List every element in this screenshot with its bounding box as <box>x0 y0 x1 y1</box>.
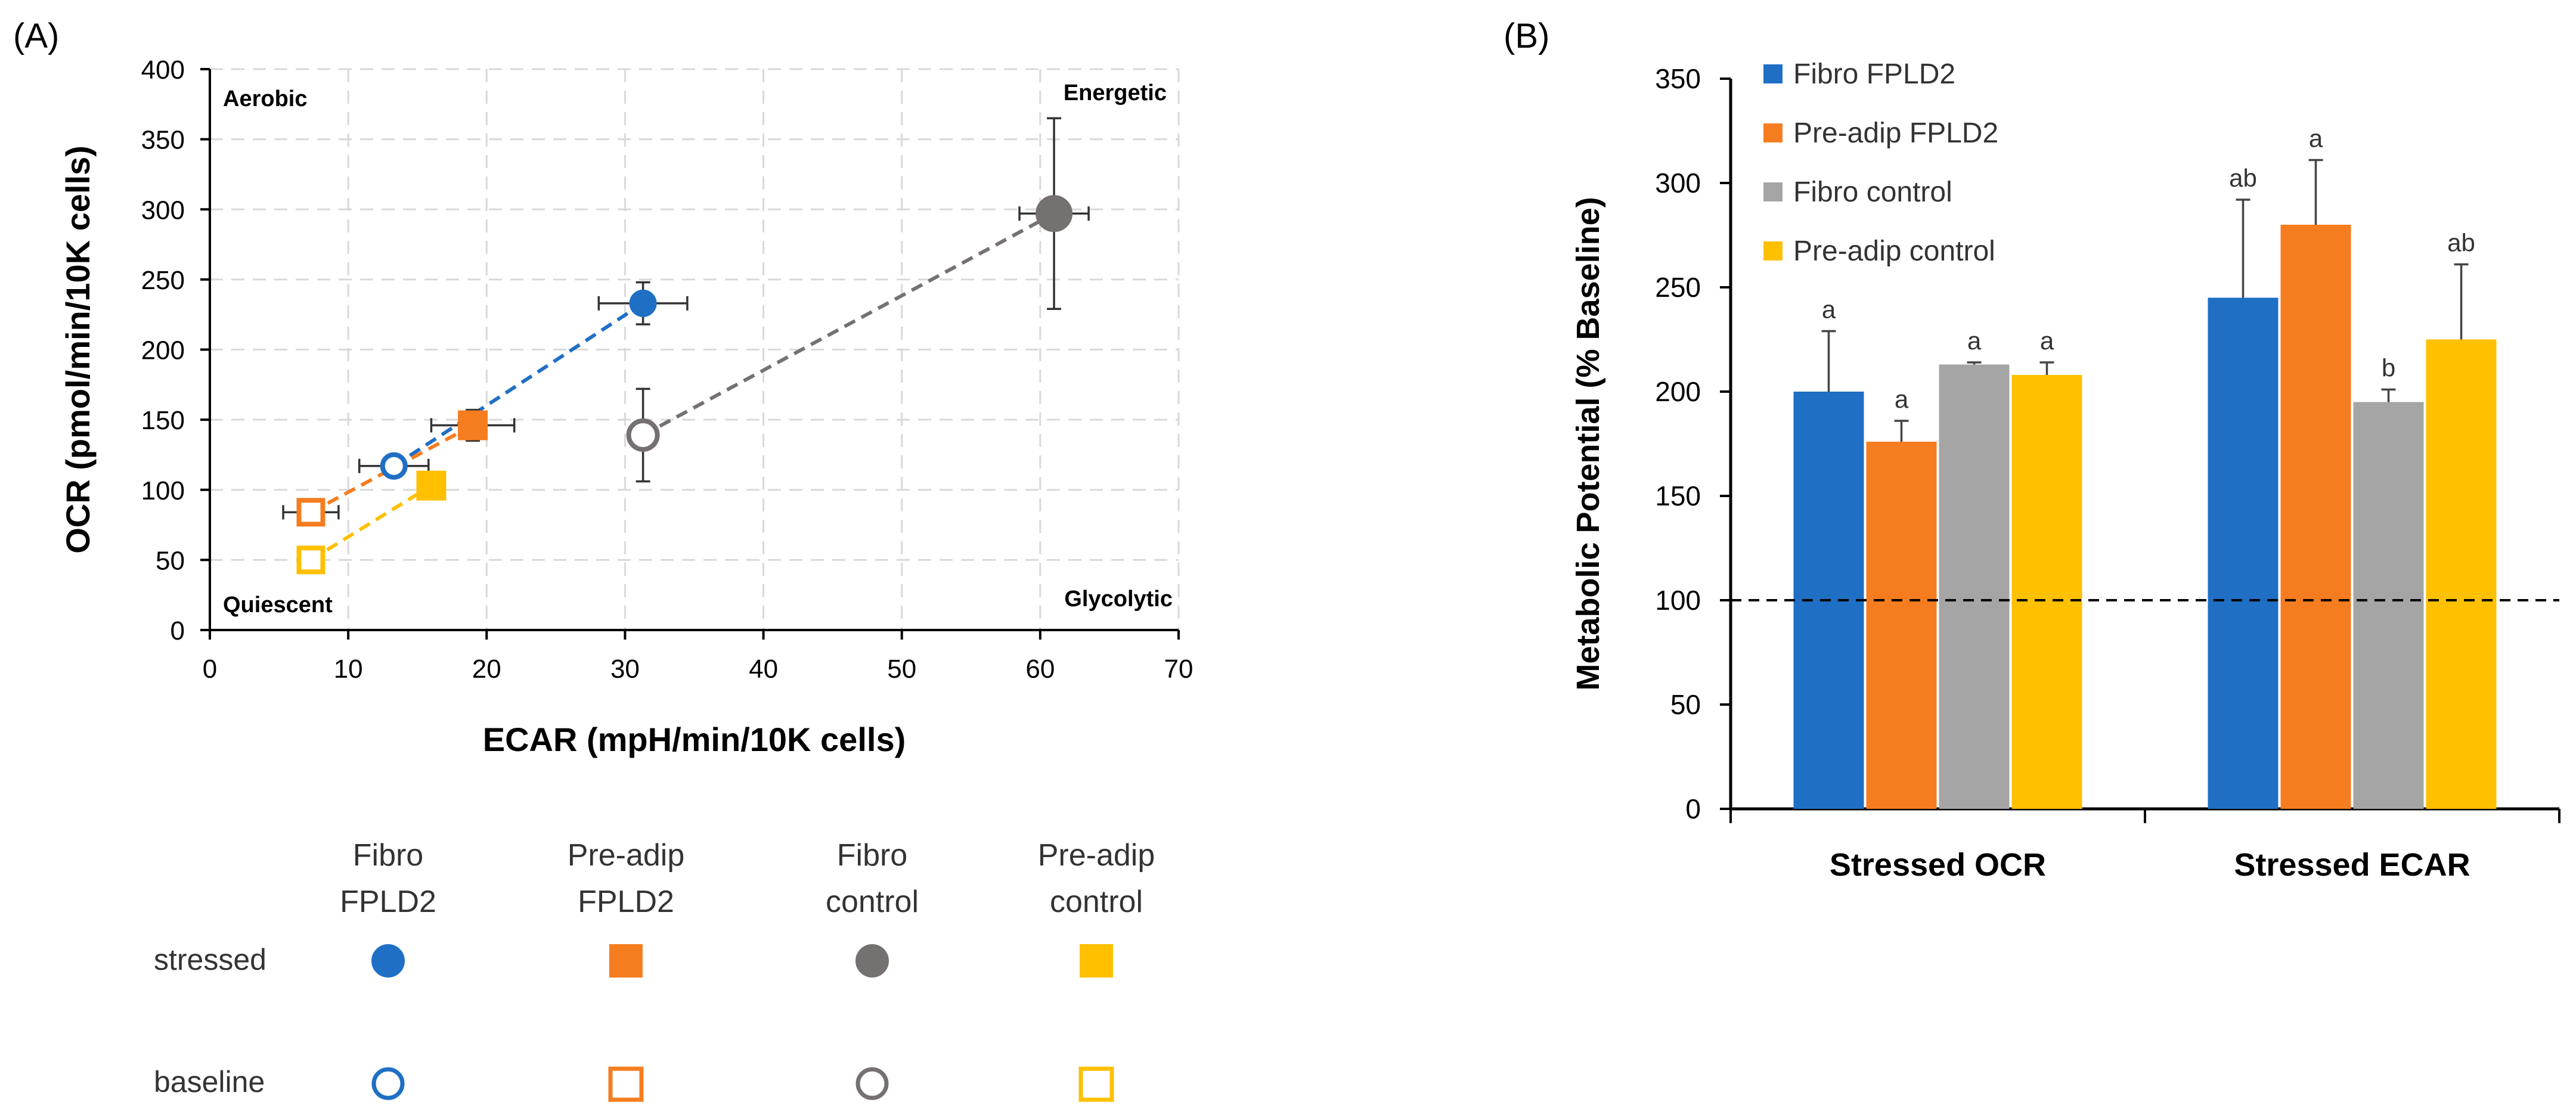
stressed-point <box>629 289 657 317</box>
legend-baseline-marker <box>1078 1066 1114 1102</box>
legend-column-header: Pre-adip <box>568 838 685 873</box>
legend-baseline-marker <box>371 1067 405 1100</box>
y-tick-label: 100 <box>141 476 185 505</box>
significance-letter: a <box>2309 125 2323 153</box>
legend-a: Fibro FPLD2 Pre-adip FPLD2 Fibro control Pre-a… <box>154 838 1155 1102</box>
connector-line <box>642 212 1055 437</box>
scatter-chart: 0 50 100 150 200 250 300 350 400 0 10 20 30 40 50 60 70 E… <box>59 55 1193 758</box>
significance-letter: a <box>2040 327 2054 355</box>
panel-b-label: (B) <box>1504 17 1549 55</box>
legend-swatch <box>1763 241 1783 260</box>
quadrant-label-energetic: Energetic <box>1064 80 1167 106</box>
legend-stressed-marker <box>855 944 889 978</box>
y-tick-label: 150 <box>141 406 185 435</box>
y-tick-label: 350 <box>1655 63 1701 94</box>
legend-baseline-marker <box>855 1067 889 1100</box>
significance-letter: ab <box>2447 229 2475 257</box>
x-tick-label: 20 <box>472 654 501 684</box>
significance-letter: ab <box>2229 164 2257 192</box>
legend-column-header: Fibro <box>353 838 423 873</box>
y-axis-title: OCR (pmol/min/10K cells) <box>59 145 97 554</box>
x-tick-label: 40 <box>749 654 778 684</box>
connector-line <box>310 423 474 514</box>
panel-a-label: (A) <box>13 17 59 55</box>
legend-column-header: Pre-adip <box>1038 838 1155 873</box>
legend-baseline-marker <box>608 1066 644 1102</box>
baseline-point <box>626 418 660 452</box>
x-axis-title: ECAR (mpH/min/10K cells) <box>483 721 906 758</box>
legend-row-stressed: stressed <box>154 943 266 976</box>
y-tick-label: 150 <box>1655 480 1701 511</box>
y-tick-label: 50 <box>156 546 185 575</box>
bar <box>1866 442 1937 809</box>
y-tick-label: 200 <box>1655 376 1701 407</box>
y-tick-label: 0 <box>1685 793 1701 824</box>
y-tick-label: 250 <box>141 266 185 295</box>
stressed-point <box>458 410 488 440</box>
bar <box>1939 364 2010 809</box>
legend-column-header: FPLD2 <box>340 885 436 919</box>
legend-column-header: control <box>826 885 919 919</box>
y-axis-title: Metabolic Potential (% Baseline) <box>1570 197 1606 690</box>
baseline-point <box>380 452 408 480</box>
legend-column-header: control <box>1050 885 1143 919</box>
legend-swatch <box>1763 64 1783 83</box>
bar <box>2011 375 2082 809</box>
x-tick-label: 60 <box>1025 654 1055 684</box>
legend-row-baseline: baseline <box>154 1065 265 1099</box>
baseline-point <box>296 545 326 575</box>
bar <box>2280 225 2351 809</box>
category-label: Stressed ECAR <box>2234 847 2470 883</box>
significance-letter: a <box>1895 385 1909 413</box>
quadrant-label-quiescent: Quiescent <box>223 592 333 618</box>
legend-column-header: FPLD2 <box>578 885 674 919</box>
y-tick-label: 300 <box>1655 167 1701 198</box>
legend-swatch <box>1763 123 1783 142</box>
y-tick-label: 300 <box>141 196 185 225</box>
bar <box>2353 402 2424 809</box>
category-label: Stressed OCR <box>1830 847 2046 883</box>
legend-stressed-marker <box>1080 944 1113 978</box>
y-tick-label: 50 <box>1670 689 1701 720</box>
legend-label: Pre-adip control <box>1793 235 1995 267</box>
x-tick-label: 70 <box>1164 654 1194 684</box>
x-tick-label: 10 <box>334 654 363 684</box>
quadrant-label-glycolytic: Glycolytic <box>1064 587 1173 612</box>
legend-label: Pre-adip FPLD2 <box>1793 117 1998 149</box>
y-tick-label: 400 <box>141 55 185 85</box>
bar <box>2208 297 2279 809</box>
legend-stressed-marker <box>609 944 643 978</box>
significance-letter: a <box>1967 327 1982 355</box>
significance-letter: b <box>2382 354 2395 382</box>
x-tick-label: 0 <box>203 654 217 684</box>
quadrant-label-aerobic: Aerobic <box>223 86 307 111</box>
legend-swatch <box>1763 182 1783 201</box>
y-tick-label: 100 <box>1655 585 1701 616</box>
bar <box>2426 339 2497 809</box>
stressed-point <box>1036 195 1073 232</box>
connector-line <box>309 484 433 561</box>
legend-stressed-marker <box>371 944 405 978</box>
bar-chart: 0 50 100 150 200 250 300 350 Metabolic Potential… <box>1570 58 2560 883</box>
y-tick-label: 0 <box>171 616 185 646</box>
legend-column-header: Fibro <box>837 838 907 873</box>
x-tick-label: 30 <box>610 654 640 684</box>
y-tick-label: 250 <box>1655 272 1701 303</box>
x-tick-label: 50 <box>887 654 916 684</box>
legend-label: Fibro control <box>1793 176 1952 208</box>
stressed-point <box>416 470 447 501</box>
legend-label: Fibro FPLD2 <box>1793 58 1955 90</box>
significance-letter: a <box>1822 296 1836 324</box>
y-tick-label: 350 <box>141 126 185 155</box>
connector-line <box>393 302 644 468</box>
baseline-point <box>296 498 326 527</box>
y-tick-label: 200 <box>141 336 185 365</box>
